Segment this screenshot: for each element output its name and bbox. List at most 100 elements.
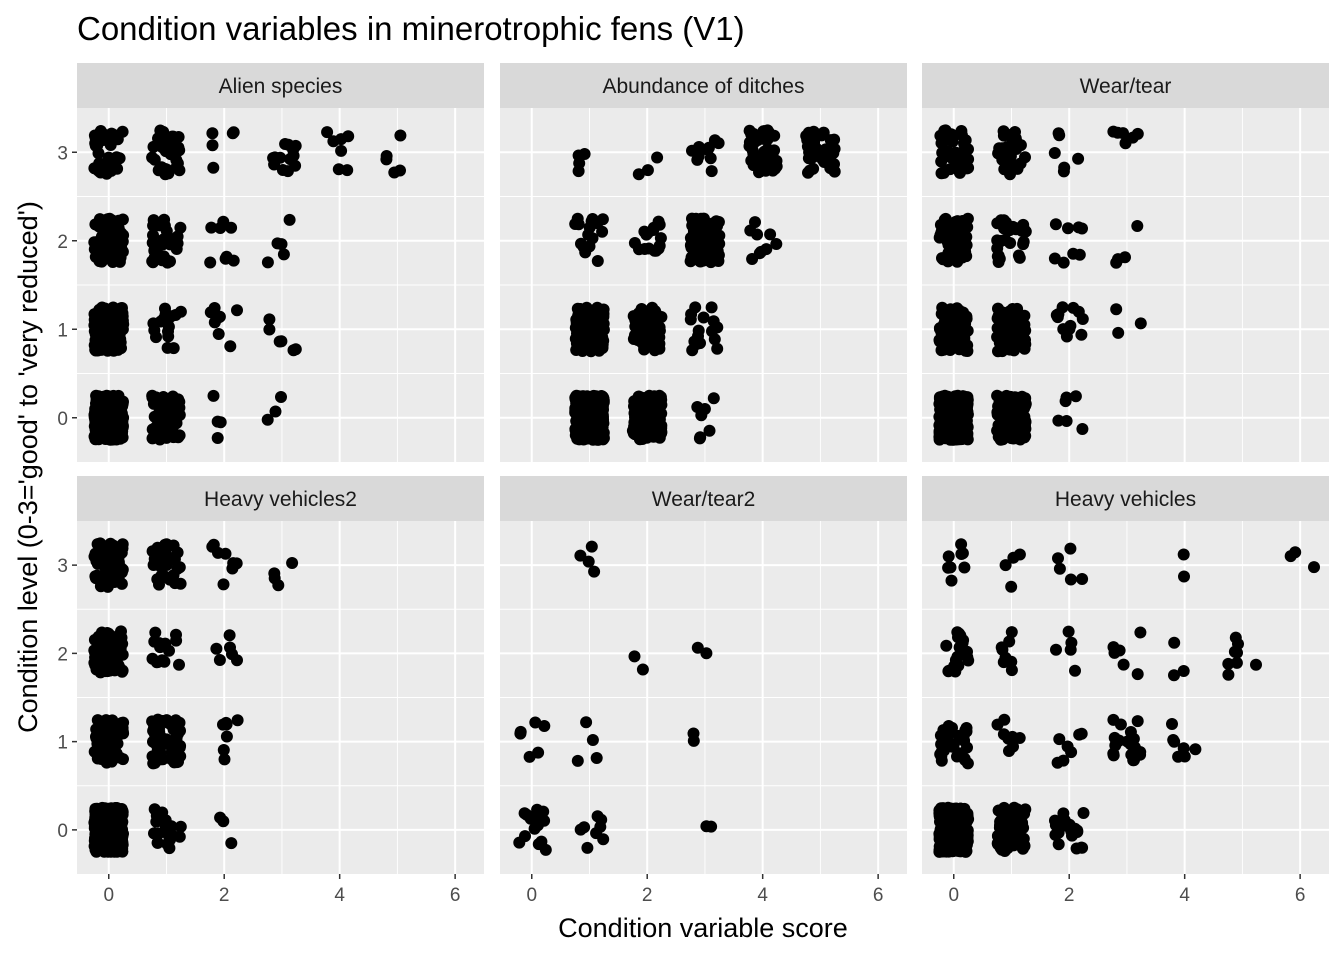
data-point [959, 242, 971, 255]
data-point [111, 238, 124, 251]
data-point [594, 820, 607, 833]
facet-strip-label: Abundance of ditches [603, 75, 805, 98]
data-point [946, 135, 959, 148]
data-point [211, 415, 224, 428]
data-point [637, 327, 650, 340]
data-point [691, 153, 704, 166]
data-point [695, 214, 708, 227]
data-point [942, 561, 955, 574]
data-point [582, 307, 595, 320]
facet-panel: Heavy vehicles2 0 1 2 3 0 2 4 6 [57, 476, 484, 906]
data-point [700, 647, 713, 660]
facet-strip [500, 63, 907, 108]
data-point [173, 561, 186, 574]
data-point [747, 127, 760, 140]
data-point [226, 648, 238, 661]
facet-panel: Heavy vehicles 0 2 4 6 [922, 476, 1329, 906]
data-point [116, 125, 129, 138]
data-point [1011, 402, 1024, 415]
data-point [114, 806, 127, 819]
facet-strip-label: Heavy vehicles2 [204, 488, 357, 511]
facet-panel: Abundance of ditches [500, 63, 907, 462]
data-point [828, 158, 840, 171]
data-point [958, 561, 971, 574]
data-point [111, 392, 124, 405]
data-point [1069, 664, 1081, 677]
data-point [321, 126, 334, 139]
data-point [1057, 807, 1070, 820]
data-point [996, 433, 1009, 446]
data-point [961, 421, 974, 433]
data-point [170, 154, 183, 166]
data-point [91, 802, 103, 815]
data-point [1189, 743, 1202, 756]
data-point [710, 215, 723, 228]
data-point [150, 331, 162, 344]
data-point [160, 538, 173, 551]
data-point [1064, 542, 1077, 555]
data-point [939, 314, 952, 327]
data-point [638, 243, 651, 255]
data-point [170, 398, 183, 411]
facet-strip [77, 63, 484, 108]
data-point [170, 634, 183, 647]
data-point [1061, 740, 1074, 753]
data-point [160, 225, 173, 238]
data-point [537, 805, 550, 818]
data-point [1231, 646, 1243, 659]
data-point [289, 139, 302, 152]
data-point [1077, 807, 1090, 819]
data-point [524, 812, 537, 825]
data-point [116, 725, 129, 738]
data-point [151, 413, 164, 425]
data-point [995, 316, 1008, 329]
data-point [1017, 222, 1030, 235]
data-point [948, 660, 961, 673]
data-point [172, 719, 185, 732]
data-point [99, 662, 112, 675]
data-point [89, 344, 102, 357]
data-point [959, 134, 972, 147]
data-point [1053, 129, 1066, 142]
data-point [1076, 841, 1089, 854]
data-point [991, 242, 1004, 255]
data-point [1017, 429, 1030, 442]
data-point [712, 251, 725, 263]
facet-strip-label: Wear/tear2 [652, 488, 756, 511]
data-point [1014, 313, 1027, 326]
data-point [91, 135, 104, 148]
data-point [998, 713, 1011, 726]
data-point [648, 344, 661, 357]
data-point [694, 337, 706, 350]
data-point [217, 215, 230, 228]
data-point [103, 573, 116, 586]
data-point [1177, 742, 1190, 755]
data-point [100, 714, 113, 727]
data-point [220, 730, 233, 743]
data-point [99, 725, 112, 738]
data-point [1062, 222, 1074, 235]
data-point [92, 322, 105, 335]
data-point [1119, 251, 1131, 264]
data-point [289, 343, 302, 356]
point-layer [933, 124, 1147, 446]
x-axis-title: Condition variable score [558, 913, 848, 943]
data-point [1013, 732, 1026, 744]
data-point [217, 718, 229, 731]
data-point [707, 392, 720, 405]
data-point [167, 754, 180, 767]
data-point [1167, 734, 1180, 746]
data-point [573, 399, 586, 412]
data-point [95, 626, 108, 639]
y-tick-label: 0 [57, 821, 68, 842]
data-point [111, 651, 124, 664]
data-point [332, 163, 345, 176]
data-point [937, 802, 950, 815]
data-point [628, 420, 641, 433]
panels-layer: Alien species 0 1 2 3 Abundance of ditches Wea… [57, 63, 1329, 906]
data-point [263, 323, 276, 336]
data-point [269, 405, 282, 418]
data-point [596, 319, 609, 331]
data-point [1017, 393, 1030, 405]
